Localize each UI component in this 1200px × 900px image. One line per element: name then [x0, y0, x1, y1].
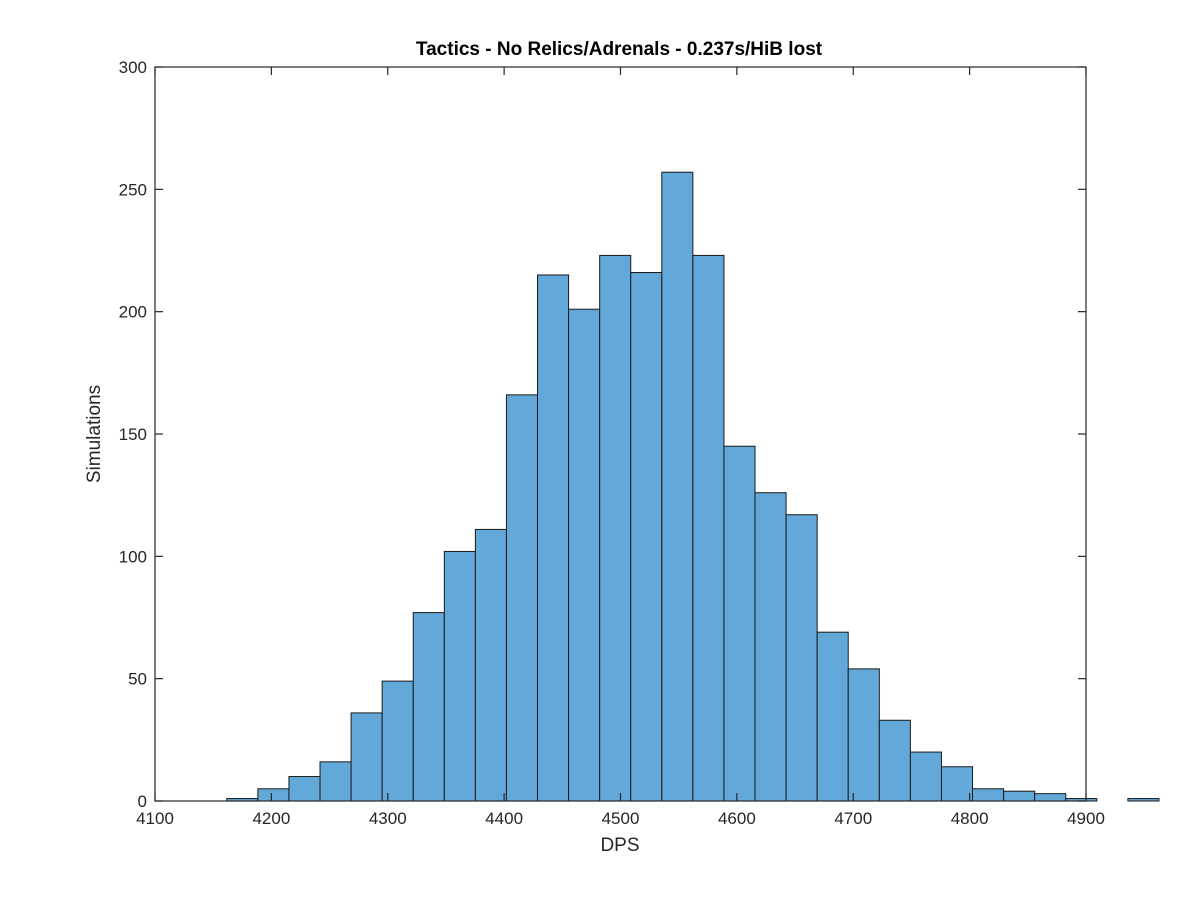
y-tick-label: 250: [119, 180, 147, 199]
chart-title: Tactics - No Relics/Adrenals - 0.237s/Hi…: [416, 39, 823, 60]
y-tick-label: 300: [119, 58, 147, 77]
histogram-bar: [630, 272, 663, 802]
histogram-bar: [288, 776, 321, 802]
bars-group: [226, 171, 1160, 802]
x-tick-label: 4100: [136, 809, 174, 828]
histogram-bar: [257, 788, 290, 802]
y-tick-label: 100: [119, 547, 147, 566]
y-tick-label: 0: [138, 792, 147, 811]
histogram-bar: [692, 254, 725, 802]
histogram-bar: [972, 788, 1005, 802]
histogram-bar: [568, 308, 601, 802]
histogram-bar: [381, 680, 414, 802]
y-axis-label: Simulations: [84, 385, 105, 483]
x-tick-label: 4700: [834, 809, 872, 828]
histogram-bar: [940, 766, 974, 802]
histogram-bar: [1127, 798, 1160, 802]
histogram-bar: [847, 668, 880, 802]
histogram-bar: [816, 631, 849, 802]
histogram-bar: [1034, 793, 1067, 802]
y-tick-label: 50: [128, 670, 147, 689]
histogram-bar: [785, 514, 818, 802]
histogram-bar: [1003, 790, 1036, 802]
histogram-bar: [350, 712, 383, 802]
histogram-bar: [537, 274, 570, 802]
histogram-bar: [754, 492, 787, 802]
x-tick-label: 4400: [485, 809, 523, 828]
x-tick-label: 4300: [369, 809, 407, 828]
histogram-bar: [909, 751, 942, 802]
histogram-bar: [412, 612, 445, 802]
histogram-bar: [723, 445, 756, 802]
y-tick-label: 150: [119, 425, 147, 444]
x-axis-label: DPS: [600, 835, 639, 856]
histogram-bar: [661, 171, 694, 802]
x-tick-label: 4500: [602, 809, 640, 828]
histogram-bar: [319, 761, 352, 802]
x-tick-label: 4900: [1067, 809, 1105, 828]
histogram-bar: [505, 394, 539, 802]
y-tick-label: 200: [119, 303, 147, 322]
x-tick-label: 4800: [951, 809, 989, 828]
histogram-bar: [878, 719, 911, 802]
x-tick-label: 4200: [252, 809, 290, 828]
histogram-bar: [599, 254, 632, 802]
x-tick-label: 4600: [718, 809, 756, 828]
histogram-bar: [474, 528, 507, 802]
histogram-bar: [443, 550, 476, 802]
ticks-group: 4100 4200 4300 4400 4500 4600 4700 4800 4900 0 50 1…: [119, 58, 1105, 828]
